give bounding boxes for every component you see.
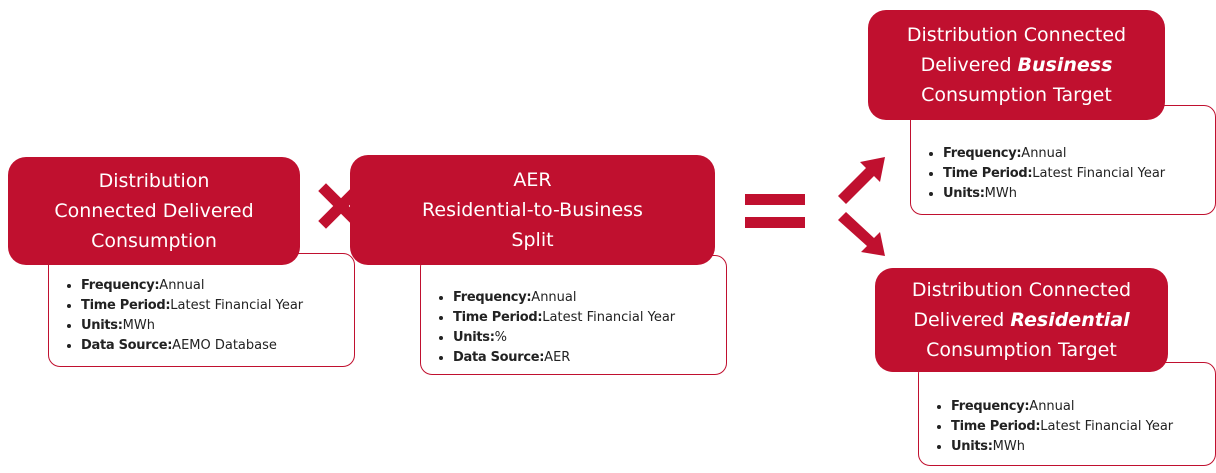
- title-text: Split: [511, 229, 554, 251]
- detail-box: Frequency:AnnualTime Period:Latest Finan…: [48, 253, 355, 367]
- detail-value: Latest Financial Year: [542, 310, 676, 325]
- detail-list: Frequency:AnnualTime Period:Latest Finan…: [911, 144, 1215, 204]
- detail-value: Annual: [1029, 399, 1075, 414]
- detail-value: MWh: [992, 439, 1025, 454]
- arrow-up: [838, 157, 885, 204]
- node-header: Distribution Connected Delivered Business C…: [868, 10, 1165, 120]
- detail-list: Frequency:AnnualTime Period:Latest Finan…: [421, 288, 726, 368]
- detail-label: Data Source:: [81, 338, 173, 353]
- title-text: Distribution: [98, 170, 210, 192]
- detail-value: Annual: [1021, 146, 1067, 161]
- detail-list: Frequency:AnnualTime Period:Latest Finan…: [919, 397, 1215, 457]
- detail-label: Time Period:: [943, 166, 1033, 181]
- detail-item: Data Source:AEMO Database: [81, 336, 354, 356]
- title-text: Connected Delivered: [54, 200, 254, 222]
- detail-box: Frequency:AnnualTime Period:Latest Finan…: [918, 362, 1216, 466]
- detail-item: Units:MWh: [943, 184, 1215, 204]
- title-emphasis: Residential: [1010, 309, 1130, 331]
- detail-value: Annual: [159, 278, 205, 293]
- title-text: Consumption Target: [926, 339, 1117, 361]
- title-line: Connected Delivered: [54, 196, 253, 226]
- node-header: AER Residential-to-Business Split: [350, 155, 715, 265]
- detail-value: Latest Financial Year: [1040, 419, 1174, 434]
- detail-value: Annual: [531, 290, 577, 305]
- detail-item: Units:%: [453, 328, 726, 348]
- title-text: Residential-to-Business: [422, 199, 643, 221]
- detail-label: Units:: [81, 318, 123, 333]
- detail-label: Data Source:: [453, 350, 545, 365]
- title-text: Delivered: [920, 54, 1012, 76]
- detail-value: Latest Financial Year: [1032, 166, 1166, 181]
- detail-item: Time Period:Latest Financial Year: [453, 308, 726, 328]
- detail-item: Frequency:Annual: [81, 276, 354, 296]
- title-line: Distribution Connected: [912, 275, 1131, 305]
- equals-sign: [745, 194, 805, 228]
- title-line: Consumption: [91, 226, 217, 256]
- title-line: Consumption Target: [926, 335, 1117, 365]
- detail-item: Time Period:Latest Financial Year: [943, 164, 1215, 184]
- detail-item: Data Source:AER: [453, 348, 726, 368]
- title-text: AER: [513, 169, 552, 191]
- detail-label: Time Period:: [81, 298, 171, 313]
- title-line: Split: [511, 225, 553, 255]
- detail-label: Frequency:: [951, 399, 1030, 414]
- detail-box: Frequency:AnnualTime Period:Latest Finan…: [420, 255, 727, 375]
- detail-box: Frequency:AnnualTime Period:Latest Finan…: [910, 105, 1216, 215]
- title-line: AER: [513, 165, 551, 195]
- detail-list: Frequency:AnnualTime Period:Latest Finan…: [49, 276, 354, 356]
- detail-value: MWh: [122, 318, 155, 333]
- node-header: Distribution Connected Delivered Residenti…: [875, 268, 1168, 372]
- title-line: Delivered Business: [921, 50, 1113, 80]
- detail-label: Units:: [951, 439, 993, 454]
- title-text: Distribution Connected: [906, 24, 1127, 46]
- detail-item: Frequency:Annual: [453, 288, 726, 308]
- title-emphasis: Business: [1017, 54, 1113, 76]
- detail-value: %: [494, 330, 507, 345]
- detail-item: Units:MWh: [951, 437, 1215, 457]
- title-text: Delivered: [913, 309, 1005, 331]
- detail-label: Time Period:: [951, 419, 1041, 434]
- title-line: Distribution Connected: [907, 20, 1126, 50]
- detail-label: Frequency:: [943, 146, 1022, 161]
- detail-label: Units:: [943, 186, 985, 201]
- title-line: Residential-to-Business: [422, 195, 643, 225]
- detail-value: AEMO Database: [172, 338, 277, 353]
- detail-label: Time Period:: [453, 310, 543, 325]
- arrow-down: [838, 212, 885, 256]
- detail-item: Frequency:Annual: [943, 144, 1215, 164]
- detail-item: Time Period:Latest Financial Year: [951, 417, 1215, 437]
- detail-item: Frequency:Annual: [951, 397, 1215, 417]
- title-text: Consumption Target: [921, 84, 1112, 106]
- title-line: Delivered Residential: [913, 305, 1129, 335]
- title-line: Distribution: [99, 166, 210, 196]
- node-header: Distribution Connected Delivered Consumpti…: [8, 157, 300, 265]
- title-line: Consumption Target: [921, 80, 1112, 110]
- detail-value: AER: [544, 350, 571, 365]
- detail-label: Frequency:: [453, 290, 532, 305]
- title-text: Distribution Connected: [911, 279, 1132, 301]
- detail-label: Frequency:: [81, 278, 160, 293]
- title-text: Consumption: [91, 230, 217, 252]
- detail-item: Time Period:Latest Financial Year: [81, 296, 354, 316]
- detail-value: Latest Financial Year: [170, 298, 304, 313]
- detail-label: Units:: [453, 330, 495, 345]
- detail-value: MWh: [984, 186, 1017, 201]
- detail-item: Units:MWh: [81, 316, 354, 336]
